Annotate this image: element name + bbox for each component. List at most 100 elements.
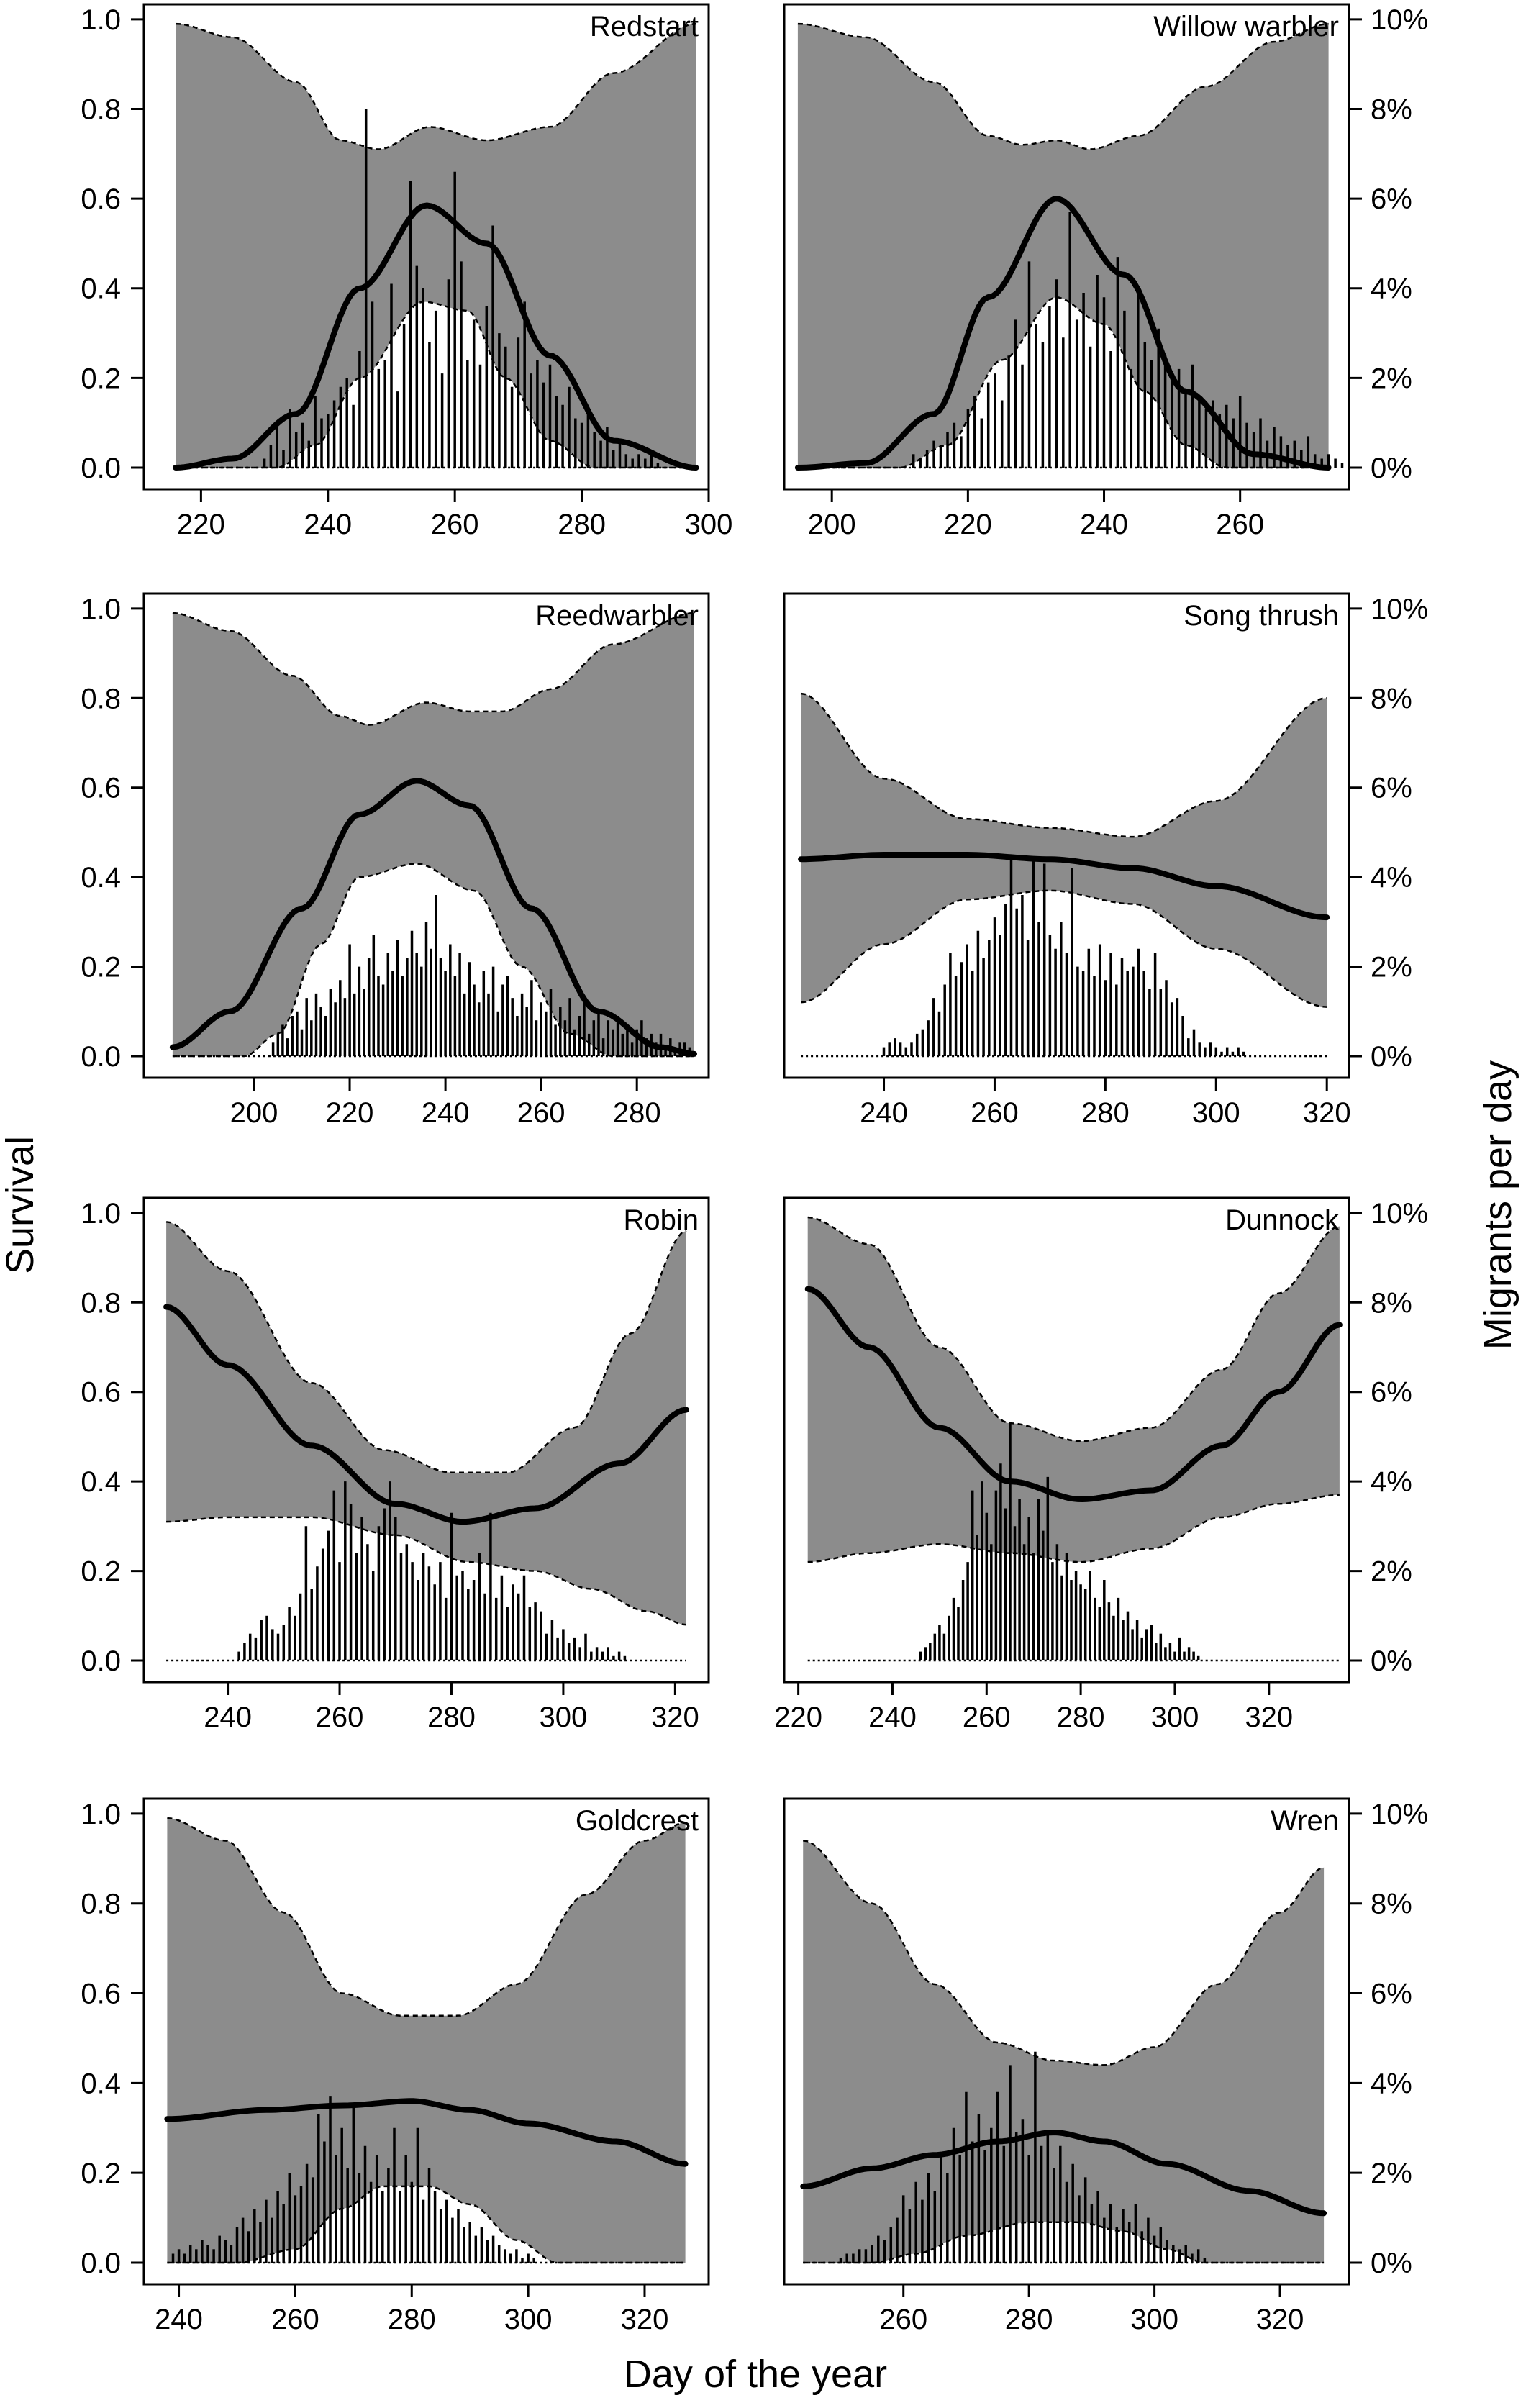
y-tick-label: 0.6: [81, 773, 121, 804]
panel-title: Song thrush: [1184, 600, 1339, 632]
panel-title: Goldcrest: [576, 1805, 699, 1837]
survival-lower-bound: [807, 1494, 1340, 1563]
x-tick-label: 320: [651, 1701, 699, 1733]
y-tick-label: 0.0: [81, 1645, 121, 1677]
x-tick-label: 240: [422, 1097, 470, 1129]
panel-title: Willow warbler: [1153, 11, 1339, 42]
y-tick-label: 0.4: [81, 862, 121, 894]
right-y-tick-label: 4%: [1371, 1466, 1412, 1498]
y-tick-label: 1.0: [81, 1799, 121, 1830]
y-tick-label: 0.0: [81, 453, 121, 484]
panel-dunnock: Dunnock 220 240 260 280 300 320 0% 2% 4% 6% 8% 10%: [774, 1196, 1428, 1733]
survival-confidence-band: [166, 1222, 686, 1625]
survival-mean-curve: [163, 1304, 689, 1525]
right-y-tick-label: 10%: [1371, 4, 1428, 36]
survival-upper-bound: [176, 22, 696, 150]
y-tick-label: 0.2: [81, 1556, 121, 1588]
y-axis-title-right: Migrants per day: [1476, 1060, 1519, 1350]
migrant-bars: [237, 1481, 627, 1660]
right-y-tick-label: 2%: [1371, 952, 1412, 983]
panel-goldcrest: Goldcrest 240 260 280 300 320 0.0 0.2 0.4 0.6 0.8 1…: [81, 1797, 710, 2335]
x-tick-label: 280: [613, 1097, 661, 1129]
x-tick-label: 300: [685, 509, 733, 540]
survival-upper-bound: [167, 1817, 686, 2017]
y-tick-label: 0.6: [81, 1978, 121, 2010]
right-y-tick-label: 8%: [1371, 1287, 1412, 1319]
right-y-tick-label: 6%: [1371, 1978, 1412, 2010]
survival-confidence-band: [167, 1818, 686, 2263]
right-y-tick-label: 6%: [1371, 773, 1412, 804]
x-tick-label: 220: [326, 1097, 374, 1129]
survival-upper-bound: [797, 22, 1329, 150]
y-tick-label: 0.8: [81, 1287, 121, 1319]
migrant-bars: [912, 212, 1344, 468]
y-tick-label: 0.8: [81, 94, 121, 125]
survival-upper-bound: [172, 612, 695, 726]
survival-lower-bound: [172, 863, 694, 1058]
y-tick-label: 0.6: [81, 183, 121, 215]
x-tick-label: 220: [944, 509, 992, 540]
panel-robin: Robin 240 260 280 300 320 0.0 0.2 0.4 0.6 0.8 1.0: [81, 1196, 710, 1733]
panel-title: Robin: [623, 1204, 699, 1236]
y-tick-label: 0.4: [81, 2068, 121, 2099]
x-tick-label: 300: [1151, 1701, 1199, 1733]
x-axis-title: Day of the year: [624, 2353, 887, 2396]
survival-mean-curve: [804, 1286, 1343, 1502]
right-y-tick-label: 2%: [1371, 363, 1412, 394]
x-tick-label: 220: [177, 509, 225, 540]
right-y-tick-label: 2%: [1371, 2158, 1412, 2189]
x-tick-label: 280: [558, 509, 606, 540]
survival-upper-bound: [802, 1840, 1325, 2066]
x-tick-label: 280: [388, 2304, 436, 2335]
y-tick-label: 0.4: [81, 273, 121, 305]
x-tick-label: 300: [504, 2304, 553, 2335]
x-tick-label: 200: [808, 509, 856, 540]
survival-upper-bound: [807, 1216, 1340, 1442]
survival-lower-bound: [797, 296, 1329, 469]
survival-lower-bound: [166, 1516, 687, 1626]
x-tick-label: 240: [1080, 509, 1128, 540]
right-y-tick-label: 0%: [1371, 1041, 1412, 1073]
survival-upper-bound: [165, 1221, 687, 1473]
x-tick-label: 200: [230, 1097, 278, 1129]
x-tick-label: 220: [774, 1701, 822, 1733]
panel-frame: [783, 3, 1350, 491]
survival-confidence-band: [172, 613, 694, 1056]
x-tick-label: 320: [1256, 2304, 1304, 2335]
x-tick-label: 280: [427, 1701, 476, 1733]
right-y-tick-label: 0%: [1371, 453, 1412, 484]
x-tick-label: 260: [879, 2304, 927, 2335]
y-tick-label: 0.2: [81, 952, 121, 983]
survival-upper-bound: [800, 692, 1327, 838]
x-tick-label: 280: [1005, 2304, 1053, 2335]
right-y-tick-label: 8%: [1371, 683, 1412, 714]
right-y-tick-label: 10%: [1371, 594, 1428, 625]
right-y-tick-label: 4%: [1371, 273, 1412, 305]
panel-frame: [142, 1196, 710, 1684]
panel-frame: [142, 3, 710, 491]
panel-grid: Redstart 220 240 260 280 300 0.0 0.2 0.4 0.6 0.8 1.…: [81, 3, 1428, 2335]
x-tick-label: 260: [963, 1701, 1011, 1733]
x-tick-label: 260: [316, 1701, 364, 1733]
x-tick-label: 240: [155, 2304, 203, 2335]
right-y-tick-label: 10%: [1371, 1799, 1428, 1830]
x-tick-label: 280: [1081, 1097, 1130, 1129]
y-tick-label: 1.0: [81, 594, 121, 625]
panel-willow-warbler: Willow warbler 200 220 240 260 0% 2% 4% 6% 8% 10%: [783, 3, 1428, 540]
x-tick-label: 320: [621, 2304, 669, 2335]
y-tick-label: 0.8: [81, 1889, 121, 1920]
panel-frame: [783, 1797, 1350, 2286]
x-tick-label: 260: [271, 2304, 319, 2335]
right-y-tick-label: 6%: [1371, 183, 1412, 215]
y-tick-label: 0.6: [81, 1377, 121, 1409]
x-tick-label: 240: [868, 1701, 917, 1733]
migrant-bars: [919, 1423, 1200, 1660]
panel-frame: [142, 592, 710, 1079]
panel-reedwarbler: Reedwarbler 200 220 240 260 280 0.0 0.2 0.4 0.6 0.…: [81, 592, 710, 1129]
migrant-bars: [171, 2096, 535, 2263]
panel-wren: Wren 260 280 300 320 0% 2% 4% 6% 8% 10%: [783, 1797, 1428, 2335]
x-tick-label: 320: [1303, 1097, 1351, 1129]
y-axis-title-left: Survival: [0, 1136, 42, 1274]
y-tick-label: 0.0: [81, 2248, 121, 2279]
